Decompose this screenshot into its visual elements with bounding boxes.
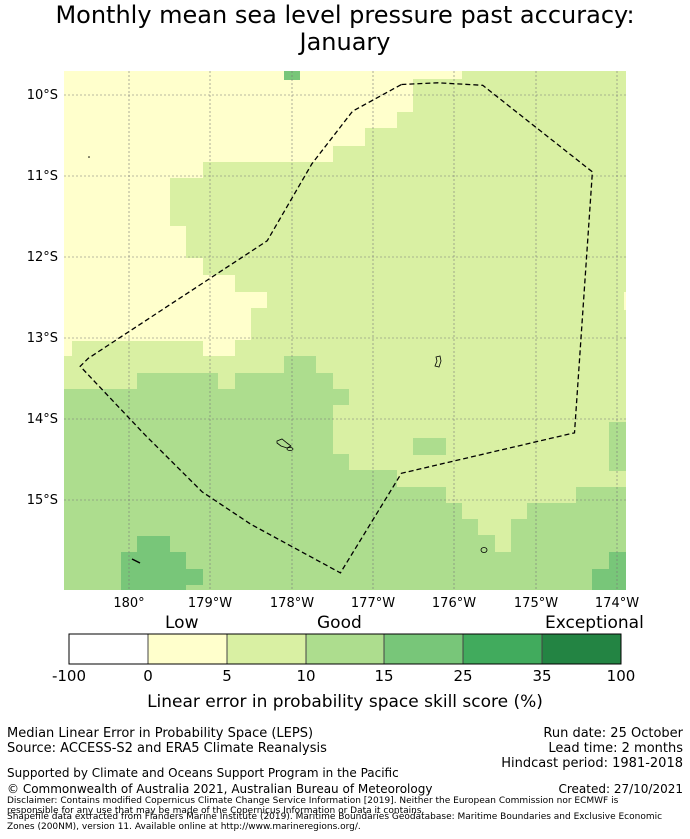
low-skill-region — [64, 71, 462, 356]
lon-label: 180° — [113, 596, 144, 611]
leps-description: Median Linear Error in Probability Space… — [7, 726, 314, 741]
title-line-2: January — [299, 28, 391, 56]
colorbar-segment — [463, 634, 542, 664]
lon-label: 177°W — [351, 596, 395, 611]
eez-boundary — [79, 82, 594, 574]
lat-axis-labels: 10°S 11°S 12°S 13°S 14°S 15°S — [27, 88, 58, 508]
colorbar-frame — [68, 633, 622, 665]
better-skill-region — [121, 536, 203, 590]
lat-label: 14°S — [27, 412, 58, 427]
colorbar-label: Linear error in probability space skill … — [147, 692, 543, 712]
colorbar-tick: 15 — [374, 667, 394, 685]
disclaimer-line-2: responsible for any use that may be made… — [7, 806, 425, 816]
gridlines — [64, 71, 626, 590]
category-good: Good — [317, 613, 362, 633]
chart-title: Monthly mean sea level pressure past acc… — [0, 2, 690, 56]
island-shape — [88, 156, 90, 158]
island-shape — [131, 558, 141, 564]
colorbar-tick: 0 — [143, 667, 153, 685]
colorbar-tick: 25 — [453, 667, 473, 685]
colorbar-tick: 35 — [532, 667, 552, 685]
colorbar-segment — [384, 634, 463, 664]
data-source: Source: ACCESS-S2 and ERA5 Climate Reana… — [7, 741, 327, 756]
colorbar-segment — [227, 634, 306, 664]
island-shape — [480, 547, 488, 553]
lon-label: 174°W — [595, 596, 639, 611]
category-low: Low — [165, 613, 199, 633]
colorbar — [68, 633, 622, 665]
lat-label: 13°S — [27, 331, 58, 346]
shapefile-line-2: Zones (200NM), version 11. Available onl… — [7, 822, 361, 832]
shapefile-line-1: Shapefile data extracted from Flanders M… — [7, 812, 663, 822]
colorbar-tick: 10 — [296, 667, 316, 685]
lon-label: 175°W — [514, 596, 558, 611]
colorbar-tick: -100 — [51, 667, 87, 685]
lon-axis-labels: 180° 179°W 178°W 177°W 176°W 175°W 174°W — [113, 596, 639, 611]
low-skill-cell — [624, 292, 626, 310]
created-date: Created: 27/10/2021 — [558, 782, 683, 796]
support-note: Supported by Climate and Oceans Support … — [7, 766, 399, 780]
better-skill-region — [592, 552, 626, 590]
colorbar-tick: 100 — [606, 667, 636, 685]
lon-label: 176°W — [432, 596, 476, 611]
lat-label: 11°S — [27, 169, 58, 184]
colorbar-segment — [69, 634, 148, 664]
good-high-skill-region — [64, 356, 626, 590]
colorbar-segment — [148, 634, 227, 664]
colorbar-tick: 5 — [222, 667, 232, 685]
lon-label: 178°W — [270, 596, 314, 611]
lat-label: 15°S — [27, 493, 58, 508]
colorbar-segment — [542, 634, 621, 664]
good-high-skill-cell — [609, 422, 626, 471]
lat-label: 10°S — [27, 88, 58, 103]
category-exceptional: Exceptional — [545, 613, 644, 633]
copyright-note: © Commonwealth of Australia 2021, Austra… — [7, 782, 433, 796]
lat-label: 12°S — [27, 250, 58, 265]
island-shape — [286, 447, 294, 451]
good-high-skill-cell — [413, 438, 446, 455]
disclaimer-line-1: Disclaimer: Contains modified Copernicus… — [7, 796, 619, 806]
colorbar-segment — [306, 634, 384, 664]
lon-label: 179°W — [188, 596, 232, 611]
hindcast-period: Hindcast period: 1981-2018 — [501, 756, 683, 771]
lead-time: Lead time: 2 months — [548, 741, 683, 756]
title-line-1: Monthly mean sea level pressure past acc… — [55, 1, 635, 29]
run-date: Run date: 25 October — [543, 726, 683, 741]
island-shape — [276, 438, 292, 449]
island-shape — [434, 355, 442, 368]
